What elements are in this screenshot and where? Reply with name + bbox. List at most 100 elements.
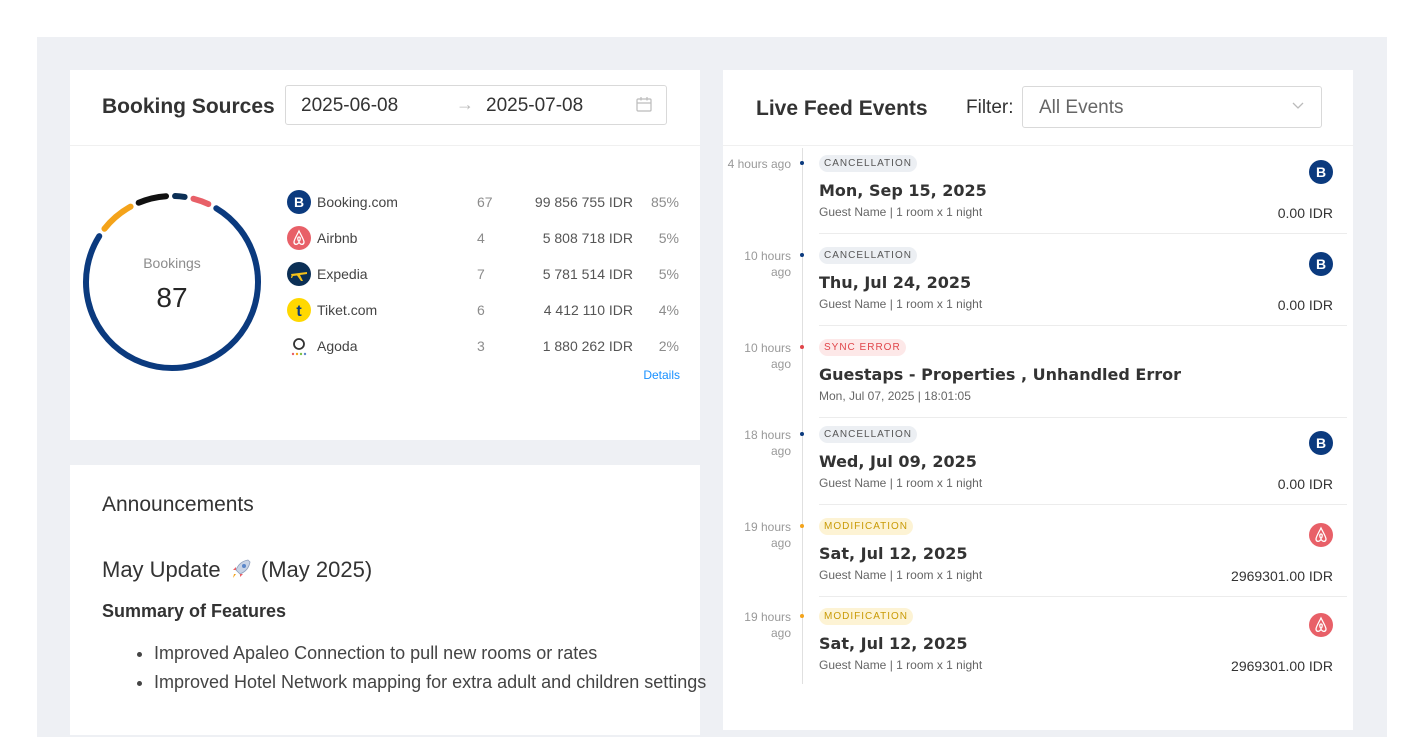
source-name: Booking.com — [317, 194, 398, 210]
booking-com-logo: B — [287, 190, 311, 214]
range-start-date[interactable]: 2025-06-08 — [301, 95, 399, 116]
event-amount: 2969301.00 IDR — [1231, 658, 1333, 674]
live-feed-title: Live Feed Events — [756, 97, 928, 120]
tiket-logo: t — [287, 298, 311, 322]
bookings-donut-chart — [83, 193, 261, 371]
source-percent: 4% — [658, 302, 679, 318]
event-time-ago: 18 hours ago — [744, 428, 791, 458]
calendar-icon[interactable] — [636, 97, 652, 112]
source-amount: 1 880 262 IDR — [542, 338, 633, 354]
event-amount: 2969301.00 IDR — [1231, 568, 1333, 584]
event-type-badge: SYNC ERROR — [819, 339, 906, 356]
airbnb-logo — [1309, 523, 1333, 547]
timeline-dot — [800, 345, 804, 349]
source-row: Agoda 3 1 880 262 IDR 2% — [287, 334, 682, 360]
booking-sources-title: Booking Sources — [102, 95, 275, 118]
event-type-badge: CANCELLATION — [819, 247, 917, 264]
summary-heading: Summary of Features — [102, 601, 287, 621]
svg-text:B: B — [1316, 435, 1326, 451]
event-title: Sat, Jul 12, 2025 — [819, 544, 968, 563]
event-type-badge: MODIFICATION — [819, 608, 914, 625]
event-title: Guestaps - Properties , Unhandled Error — [819, 365, 1181, 384]
event-time-ago: 4 hours ago — [727, 157, 791, 171]
event-filter-select[interactable]: All Events — [1022, 86, 1322, 128]
source-amount: 5 781 514 IDR — [542, 266, 633, 282]
source-name: Airbnb — [317, 230, 358, 246]
timeline-dot — [800, 614, 804, 618]
event-title: Thu, Jul 24, 2025 — [819, 273, 972, 292]
live-feed-card: Live Feed Events Filter: All Events 4 ho… — [723, 70, 1353, 730]
timeline-line — [802, 148, 803, 684]
source-name: Expedia — [317, 266, 368, 282]
donut-segment-airbnb — [190, 195, 212, 208]
date-range-picker[interactable]: 2025-06-08 → 2025-07-08 — [285, 85, 667, 125]
event-description: Guest Name | 1 room x 1 night — [819, 568, 983, 582]
source-count: 6 — [477, 302, 485, 318]
update-name: May Update — [102, 557, 221, 582]
event-description: Guest Name | 1 room x 1 night — [819, 658, 983, 672]
timeline-dot — [800, 161, 804, 165]
event-divider — [819, 596, 1347, 597]
event-divider — [819, 417, 1347, 418]
timeline-dot — [800, 253, 804, 257]
event-time-ago: 10 hours ago — [744, 341, 791, 371]
event-divider — [819, 233, 1347, 234]
source-percent: 5% — [658, 266, 679, 282]
booking-com-logo: B — [1309, 160, 1333, 184]
event-time-ago: 19 hours ago — [744, 520, 791, 550]
range-end-date[interactable]: 2025-07-08 — [486, 95, 584, 116]
booking-sources-header: Booking Sources 2025-06-08 → 2025-07-08 — [70, 70, 700, 146]
event-title: Wed, Jul 09, 2025 — [819, 452, 977, 471]
event-amount: 0.00 IDR — [1277, 297, 1333, 313]
event-description: Guest Name | 1 room x 1 night — [819, 205, 983, 219]
timeline-dot — [800, 432, 804, 436]
source-count: 67 — [477, 194, 493, 210]
source-row: B Booking.com 67 99 856 755 IDR 85% — [287, 190, 682, 216]
event-title: Sat, Jul 12, 2025 — [819, 634, 968, 653]
feature-list: Improved Apaleo Connection to pull new r… — [132, 639, 714, 697]
source-count: 4 — [477, 230, 485, 246]
event-type-badge: MODIFICATION — [819, 518, 914, 535]
svg-text:B: B — [1316, 256, 1326, 272]
source-name: Agoda — [317, 338, 358, 354]
announcements-title: Announcements — [102, 493, 254, 516]
svg-text:B: B — [294, 194, 304, 210]
source-amount: 5 808 718 IDR — [542, 230, 633, 246]
source-amount: 4 412 110 IDR — [543, 302, 633, 318]
source-name: Tiket.com — [317, 302, 378, 318]
booking-sources-card: Booking Sources 2025-06-08 → 2025-07-08 … — [70, 70, 700, 440]
event-divider — [819, 325, 1347, 326]
source-count: 7 — [477, 266, 485, 282]
rocket-icon — [232, 559, 251, 578]
event-time-ago: 10 hours ago — [744, 249, 791, 279]
expedia-logo — [287, 262, 311, 286]
source-count: 3 — [477, 338, 485, 354]
source-row: Expedia 7 5 781 514 IDR 5% — [287, 262, 682, 288]
source-percent: 5% — [658, 230, 679, 246]
feature-item: Improved Apaleo Connection to pull new r… — [154, 639, 714, 668]
booking-com-logo: B — [1309, 431, 1333, 455]
event-description: Guest Name | 1 room x 1 night — [819, 476, 983, 490]
source-row: t Tiket.com 6 4 412 110 IDR 4% — [287, 298, 682, 324]
booking-com-logo: B — [1309, 252, 1333, 276]
donut-segment-bookingcom — [83, 205, 261, 371]
announcements-card: Announcements May Update (May 2025) Summ… — [70, 465, 706, 735]
update-date: (May 2025) — [260, 557, 373, 582]
timeline-dot — [800, 524, 804, 528]
live-feed-header: Live Feed Events Filter: All Events — [723, 70, 1353, 146]
range-arrow-icon: → — [456, 94, 474, 114]
donut-total: 87 — [156, 282, 188, 313]
chevron-down-icon — [1292, 102, 1304, 109]
event-amount: 0.00 IDR — [1277, 205, 1333, 221]
donut-segment-tiketcom — [135, 193, 170, 206]
filter-label: Filter: — [966, 97, 1014, 118]
details-link[interactable]: Details — [643, 368, 680, 382]
event-type-badge: CANCELLATION — [819, 426, 917, 443]
feature-item: Improved Hotel Network mapping for extra… — [154, 668, 714, 697]
filter-value: All Events — [1039, 97, 1124, 118]
event-description: Mon, Jul 07, 2025 | 18:01:05 — [819, 389, 971, 403]
svg-text:B: B — [1316, 164, 1326, 180]
event-type-badge: CANCELLATION — [819, 155, 917, 172]
donut-segment-expedia — [101, 203, 134, 232]
agoda-logo — [287, 334, 311, 358]
